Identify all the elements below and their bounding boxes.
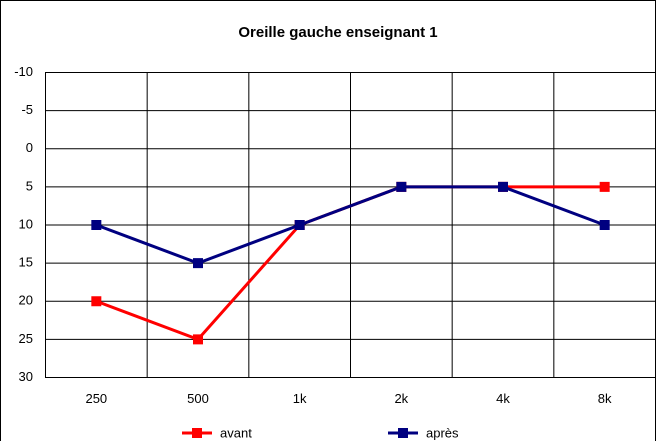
- y-tick-label: 0: [26, 140, 33, 155]
- point-marker: [396, 181, 407, 192]
- y-tick-label: 10: [19, 216, 33, 231]
- y-tick-label: -5: [21, 102, 33, 117]
- legend-label: après: [426, 425, 459, 440]
- point-marker: [193, 258, 203, 269]
- point-marker: [599, 181, 610, 192]
- point-marker: [91, 296, 102, 307]
- y-tick-label: 15: [19, 255, 33, 270]
- x-tick-label: 8k: [598, 391, 612, 406]
- x-tick-label: 250: [85, 391, 107, 406]
- point-marker: [599, 220, 610, 230]
- x-tick-label: 2k: [394, 391, 408, 406]
- legend-label: avant: [220, 425, 252, 440]
- y-tick-label: 5: [26, 178, 33, 193]
- chart-title: Oreille gauche enseignant 1: [238, 24, 437, 41]
- x-tick-label: 4k: [496, 391, 510, 406]
- y-tick-label: 30: [19, 369, 33, 384]
- point-marker: [193, 334, 203, 345]
- y-tick-label: 20: [19, 293, 33, 308]
- legend-marker: [398, 428, 408, 438]
- series-line: [95, 185, 606, 265]
- y-tick-label: -10: [14, 64, 33, 79]
- legend-marker: [192, 428, 202, 438]
- point-marker: [294, 220, 305, 230]
- y-tick-label: 25: [19, 331, 33, 346]
- point-marker: [498, 181, 508, 192]
- x-tick-label: 1k: [293, 391, 307, 406]
- x-tick-label: 500: [187, 391, 209, 406]
- point-marker: [91, 220, 102, 230]
